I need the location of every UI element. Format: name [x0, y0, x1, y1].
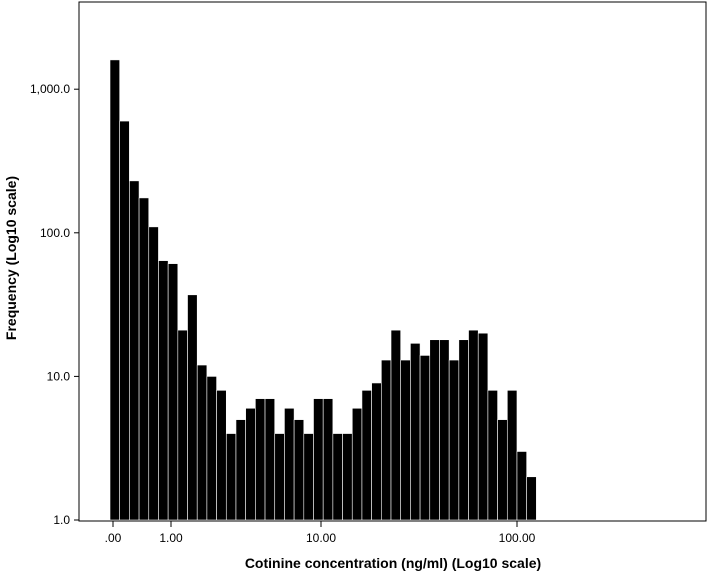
x-tick-label: 10.00	[306, 531, 336, 545]
histogram-bar	[178, 330, 188, 520]
histogram-bar	[158, 261, 168, 520]
y-axis-ticks: 1.0 10.0 100.0 1,000.0	[30, 82, 79, 527]
x-tick-label: 100.00	[499, 531, 536, 545]
histogram-bar	[362, 390, 372, 520]
histogram-bar	[139, 198, 149, 520]
histogram-bar	[498, 420, 508, 520]
histogram-bar	[469, 330, 479, 520]
y-tick-label: 100.0	[40, 226, 70, 240]
histogram-bar	[352, 408, 362, 520]
histogram-bar	[439, 340, 449, 520]
histogram-bar	[527, 477, 537, 520]
histogram-bar	[401, 360, 411, 520]
x-axis-title: Cotinine concentration (ng/ml) (Log10 sc…	[245, 555, 541, 571]
histogram-bar	[304, 434, 314, 520]
x-tick-label: 1.00	[159, 531, 183, 545]
y-tick-label: 1.0	[53, 513, 70, 527]
histogram-bar	[207, 376, 217, 520]
y-axis-title: Frequency (Log10 scale)	[3, 176, 19, 340]
histogram-bar	[391, 330, 401, 520]
histogram-bar	[236, 420, 246, 520]
histogram-bar	[294, 420, 304, 520]
histogram-bar	[188, 295, 198, 520]
histogram-bar	[372, 383, 382, 520]
histogram-bar	[420, 355, 430, 520]
histogram-bar	[226, 434, 236, 520]
histogram-bar	[255, 399, 265, 520]
histogram-bar	[284, 408, 294, 520]
x-axis-ticks: .00 1.00 10.00 100.00	[105, 521, 536, 545]
histogram-bar	[343, 434, 353, 520]
histogram-bar	[313, 399, 323, 520]
histogram-bar	[275, 434, 285, 520]
histogram-bar	[507, 390, 517, 520]
histogram-bar	[197, 365, 207, 520]
y-tick-label: 10.0	[47, 369, 71, 383]
histogram-bar	[430, 340, 440, 520]
histogram-bar	[488, 390, 498, 520]
histogram-bar	[149, 227, 159, 520]
histogram-bar	[246, 408, 256, 520]
histogram-bar	[381, 360, 391, 520]
histogram-bar	[217, 390, 227, 520]
histogram-bar	[120, 121, 130, 520]
histogram-bar	[265, 399, 275, 520]
histogram-bar	[323, 399, 333, 520]
histogram-bar	[478, 333, 488, 520]
x-tick-label: .00	[105, 531, 122, 545]
histogram-bar	[410, 343, 420, 520]
histogram-bar	[168, 264, 178, 520]
histogram-bar	[459, 340, 469, 520]
histogram-bar	[333, 434, 343, 520]
histogram-bar	[129, 181, 139, 520]
histogram-bar	[110, 60, 120, 520]
histogram-bar	[449, 360, 459, 520]
histogram-bar	[517, 451, 527, 520]
y-tick-label: 1,000.0	[30, 82, 70, 96]
